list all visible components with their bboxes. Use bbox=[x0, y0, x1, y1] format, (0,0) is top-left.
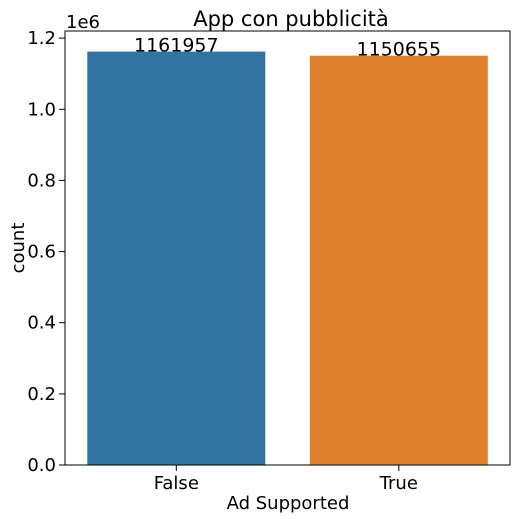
data-label-false: 1161957 bbox=[134, 35, 219, 57]
y-tick-label: 0.6 bbox=[27, 242, 56, 263]
y-tick-label: 0.0 bbox=[27, 455, 56, 476]
y-axis-label: count bbox=[8, 223, 29, 274]
bar-true bbox=[309, 55, 488, 465]
x-tick-label: False bbox=[154, 473, 199, 494]
bars-group bbox=[87, 51, 488, 465]
chart-title: App con pubblicità bbox=[193, 7, 389, 31]
data-labels-group: 1161957 1150655 bbox=[134, 35, 441, 61]
y-axis-offset-label: 1e6 bbox=[66, 12, 100, 33]
y-tick-label: 0.4 bbox=[27, 313, 56, 334]
bar-false bbox=[87, 51, 266, 465]
x-tick-label: True bbox=[379, 473, 418, 494]
x-axis: False True bbox=[154, 465, 418, 494]
y-tick-label: 0.8 bbox=[27, 170, 56, 191]
plot-frame bbox=[64, 30, 511, 466]
y-tick-label: 1.2 bbox=[27, 28, 56, 49]
y-tick-label: 1.0 bbox=[27, 99, 56, 120]
x-axis-label: Ad Supported bbox=[227, 493, 350, 514]
y-tick-label: 0.2 bbox=[27, 384, 56, 405]
data-label-true: 1150655 bbox=[356, 39, 441, 61]
y-axis: 0.0 0.2 0.4 0.6 0.8 1.0 1.2 bbox=[27, 28, 65, 476]
